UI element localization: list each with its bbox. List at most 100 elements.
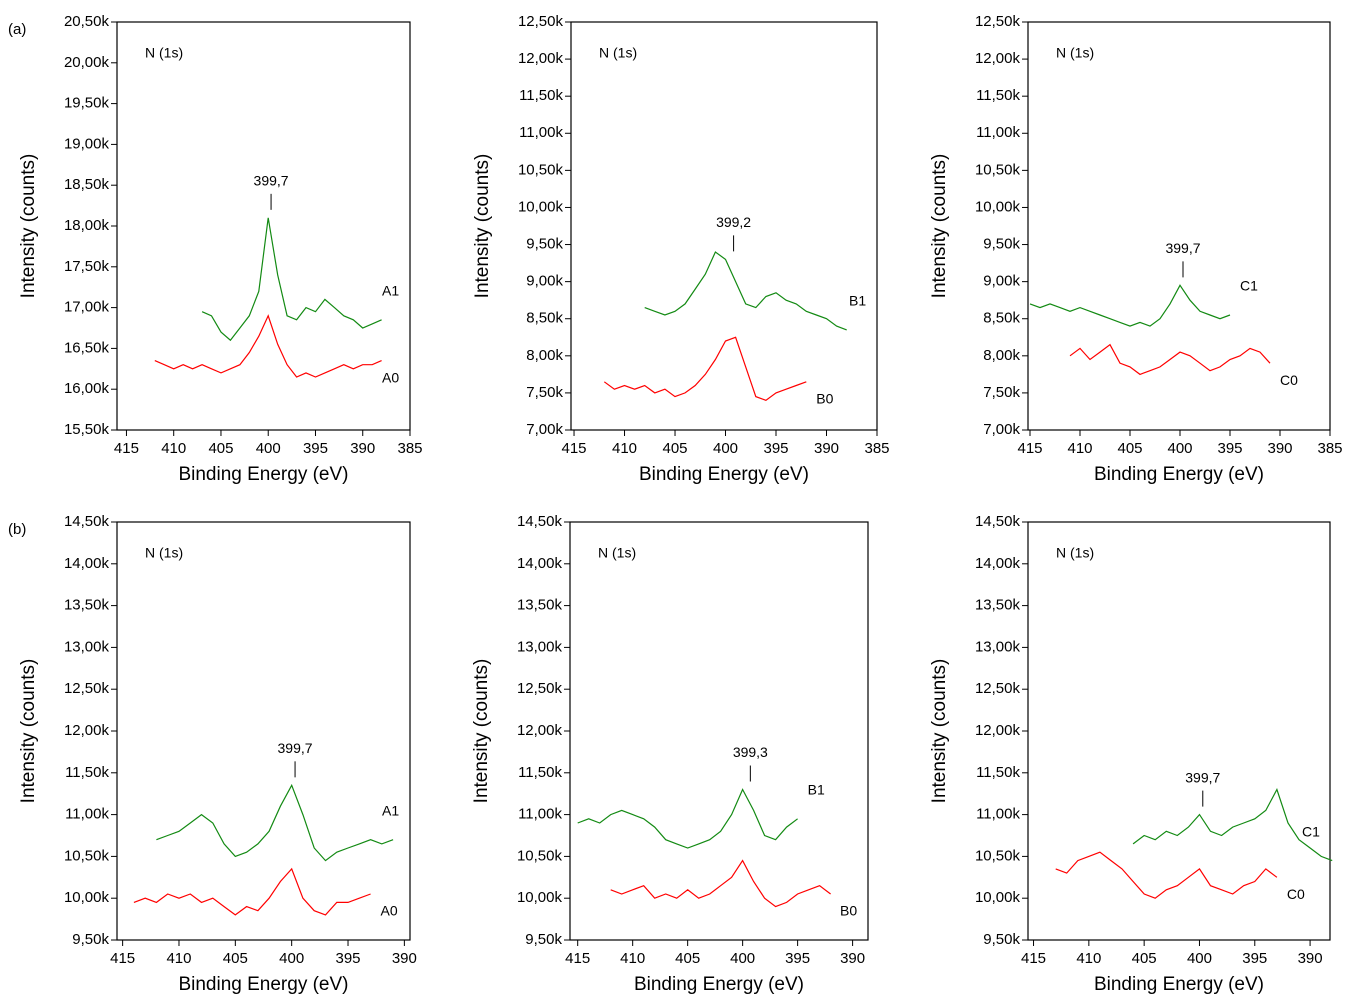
y-tick-label: 15,50k xyxy=(64,421,110,438)
y-tick-label: 8,00k xyxy=(983,347,1020,364)
y-tick-label: 8,00k xyxy=(526,347,563,364)
y-tick-label: 11,50k xyxy=(518,764,562,781)
x-tick-label: 390 xyxy=(814,440,839,457)
y-tick-label: 14,50k xyxy=(975,513,1021,530)
x-tick-label: 390 xyxy=(392,950,417,967)
y-tick-label: 11,00k xyxy=(976,806,1020,823)
x-tick-label: 395 xyxy=(1242,950,1267,967)
y-tick-label: 20,50k xyxy=(64,13,110,30)
y-axis-title: Intensity (counts) xyxy=(929,659,950,804)
x-tick-label: 400 xyxy=(279,950,304,967)
y-tick-label: 11,50k xyxy=(65,764,109,781)
peak-label: 399,7 xyxy=(1185,769,1220,785)
x-tick-label: 395 xyxy=(336,950,361,967)
y-tick-label: 10,50k xyxy=(975,161,1021,178)
y-tick-label: 7,00k xyxy=(526,421,563,438)
peak-label: 399,2 xyxy=(716,214,751,230)
x-tick-label: 410 xyxy=(166,950,191,967)
x-tick-label: 390 xyxy=(350,440,375,457)
y-tick-label: 12,00k xyxy=(517,722,563,739)
x-tick-label: 410 xyxy=(161,440,186,457)
plot-frame xyxy=(116,21,411,431)
x-tick-label: 385 xyxy=(1317,440,1342,457)
annotation: N (1s) xyxy=(145,45,183,61)
y-tick-label: 8,50k xyxy=(526,310,563,327)
y-tick-label: 10,00k xyxy=(975,198,1021,215)
y-tick-label: 12,50k xyxy=(517,680,563,697)
y-tick-label: 17,00k xyxy=(64,299,110,316)
y-tick-label: 10,50k xyxy=(975,847,1021,864)
series-line xyxy=(133,867,371,916)
y-tick-label: 14,50k xyxy=(64,513,110,530)
x-axis-title: Binding Energy (eV) xyxy=(178,974,348,995)
y-tick-label: 11,50k xyxy=(519,87,563,104)
series-label: A1 xyxy=(382,802,399,818)
x-tick-label: 390 xyxy=(1267,440,1292,457)
y-tick-label: 10,50k xyxy=(64,847,110,864)
series-line xyxy=(644,251,847,331)
y-tick-label: 9,50k xyxy=(983,236,1020,253)
series-line xyxy=(1069,343,1271,376)
annotation: N (1s) xyxy=(145,545,183,561)
y-tick-label: 12,00k xyxy=(975,722,1021,739)
y-tick-label: 9,50k xyxy=(526,236,563,253)
y-tick-label: 9,00k xyxy=(526,273,563,290)
x-axis-title: Binding Energy (eV) xyxy=(178,464,348,485)
x-tick-label: 405 xyxy=(1132,950,1157,967)
series-line xyxy=(1055,851,1278,899)
series-line xyxy=(577,788,798,849)
series-label: B0 xyxy=(816,390,833,406)
series-line xyxy=(154,314,382,378)
y-tick-label: 10,00k xyxy=(518,198,564,215)
x-tick-label: 400 xyxy=(713,440,738,457)
y-tick-label: 12,00k xyxy=(975,50,1021,67)
peak-label: 399,7 xyxy=(1165,240,1200,256)
y-axis-title: Intensity (counts) xyxy=(472,154,493,299)
x-axis-title: Binding Energy (eV) xyxy=(639,464,809,485)
series-label: B0 xyxy=(840,903,857,919)
y-tick-label: 9,50k xyxy=(983,931,1020,948)
x-tick-label: 415 xyxy=(565,950,590,967)
x-tick-label: 410 xyxy=(1076,950,1101,967)
y-tick-label: 11,50k xyxy=(976,87,1020,104)
y-tick-label: 13,00k xyxy=(975,638,1021,655)
x-tick-label: 405 xyxy=(223,950,248,967)
x-axis-title: Binding Energy (eV) xyxy=(1094,464,1264,485)
x-tick-label: 405 xyxy=(675,950,700,967)
y-tick-label: 10,00k xyxy=(975,889,1021,906)
y-tick-label: 13,50k xyxy=(975,597,1021,614)
annotation: N (1s) xyxy=(1056,545,1094,561)
x-tick-label: 395 xyxy=(303,440,328,457)
series-line xyxy=(201,217,382,342)
series-label: C0 xyxy=(1287,886,1305,902)
y-tick-label: 10,00k xyxy=(64,889,110,906)
y-tick-label: 9,00k xyxy=(983,273,1020,290)
series-label: B1 xyxy=(849,293,866,309)
y-tick-label: 19,00k xyxy=(64,135,110,152)
series-label: A0 xyxy=(381,903,398,919)
y-axis-title: Intensity (counts) xyxy=(471,659,492,804)
y-tick-label: 8,50k xyxy=(983,310,1020,327)
x-tick-label: 405 xyxy=(663,440,688,457)
y-tick-label: 18,00k xyxy=(64,217,110,234)
y-tick-label: 11,00k xyxy=(65,806,109,823)
x-tick-label: 415 xyxy=(562,440,587,457)
peak-label: 399,7 xyxy=(254,173,289,189)
y-tick-label: 18,50k xyxy=(64,176,110,193)
x-tick-label: 410 xyxy=(612,440,637,457)
y-tick-label: 10,50k xyxy=(518,161,564,178)
y-tick-label: 13,00k xyxy=(517,638,563,655)
peak-label: 399,3 xyxy=(733,744,768,760)
y-axis-title: Intensity (counts) xyxy=(18,154,39,299)
series-label: A0 xyxy=(382,369,399,385)
y-axis-title: Intensity (counts) xyxy=(18,659,39,804)
x-tick-label: 410 xyxy=(620,950,645,967)
series-label: C1 xyxy=(1302,823,1320,839)
x-tick-label: 395 xyxy=(1217,440,1242,457)
x-tick-label: 415 xyxy=(110,950,135,967)
x-tick-label: 410 xyxy=(1067,440,1092,457)
x-tick-label: 385 xyxy=(864,440,889,457)
panel-label: (b) xyxy=(8,521,26,538)
series-line xyxy=(1029,284,1231,327)
